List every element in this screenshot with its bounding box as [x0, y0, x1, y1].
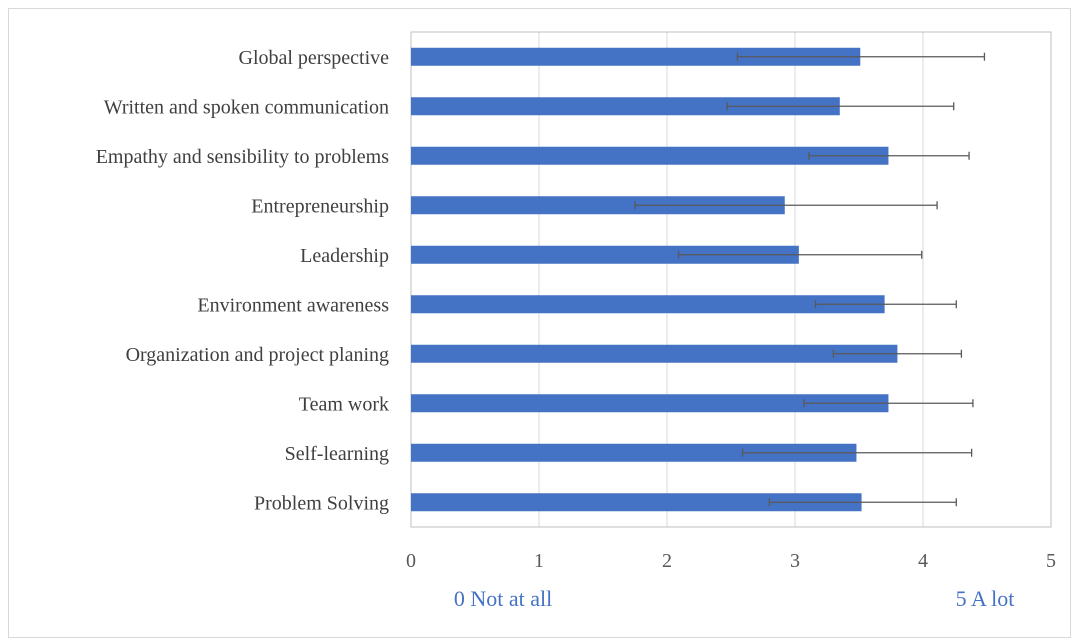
category-label: Written and spoken communication: [104, 96, 389, 118]
x-tick-label: 5: [1046, 550, 1056, 572]
plot-area-border: [410, 31, 1052, 528]
category-label: Team work: [299, 393, 389, 415]
scale-low-label: 0 Not at all: [454, 586, 552, 611]
bar: [411, 196, 785, 215]
bar: [411, 493, 862, 512]
bar: [411, 245, 799, 264]
bar: [411, 146, 889, 165]
bars: [411, 47, 898, 512]
bar: [411, 47, 861, 66]
x-tick-labels: 0 1 2 3 4 5: [406, 550, 1056, 572]
category-label: Global perspective: [239, 47, 390, 69]
x-tick-label: 3: [790, 550, 800, 572]
error-bars: [634, 52, 986, 507]
category-label: Organization and project planing: [126, 344, 389, 366]
category-label: Problem Solving: [254, 492, 389, 514]
category-label: Environment awareness: [197, 294, 389, 316]
x-tick-label: 1: [534, 550, 544, 572]
bar: [411, 344, 898, 363]
scale-high-label: 5 A lot: [956, 586, 1015, 611]
category-label: Empathy and sensibility to problems: [96, 146, 390, 168]
category-label: Leadership: [300, 245, 389, 267]
category-label: Self-learning: [285, 443, 389, 465]
bar: [411, 443, 857, 462]
bar: [411, 97, 840, 116]
x-tick-label: 2: [662, 550, 672, 572]
bar: [411, 295, 885, 314]
category-labels: Global perspective Written and spoken com…: [96, 47, 390, 515]
x-tick-label: 4: [918, 550, 928, 572]
x-tick-label: 0: [406, 550, 416, 572]
bar: [411, 394, 889, 413]
category-label: Entrepreneurship: [251, 195, 389, 217]
